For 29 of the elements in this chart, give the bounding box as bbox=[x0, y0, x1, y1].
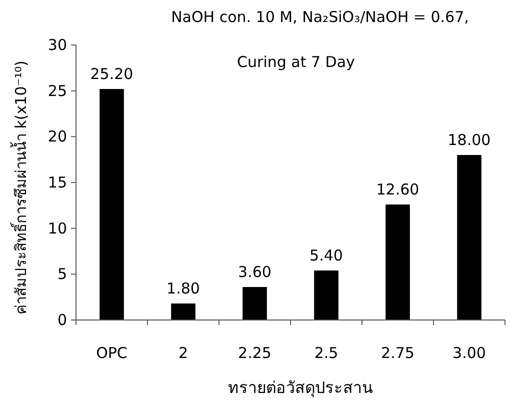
x-tick-label: 3.00 bbox=[452, 344, 486, 362]
bar bbox=[242, 287, 267, 320]
x-tick-label: 2.75 bbox=[381, 344, 414, 362]
data-label: 25.20 bbox=[90, 65, 134, 83]
y-tick-label: 5 bbox=[57, 265, 67, 284]
y-tick-label: 15 bbox=[48, 174, 67, 192]
x-tick-label: OPC bbox=[96, 344, 128, 362]
data-label: 18.00 bbox=[448, 131, 491, 149]
y-tick-label: 20 bbox=[48, 128, 67, 146]
data-label: 12.60 bbox=[376, 180, 420, 198]
x-axis-title: ทรายต่อวัสดุประสาน bbox=[228, 378, 373, 398]
y-tick-label: 10 bbox=[48, 219, 67, 238]
bar bbox=[457, 155, 482, 320]
x-tick-label: 2.25 bbox=[238, 344, 272, 362]
text: Curing at 7 Day bbox=[237, 53, 356, 71]
x-tick-label: 2 bbox=[178, 344, 188, 362]
x-tick-label: 2.5 bbox=[314, 344, 338, 362]
bar bbox=[100, 89, 124, 320]
y-tick-label: 25 bbox=[48, 82, 67, 100]
y-tick-label: 30 bbox=[48, 36, 67, 54]
bar bbox=[171, 304, 196, 320]
data-label: 3.60 bbox=[238, 263, 272, 281]
data-label: 5.40 bbox=[310, 246, 343, 264]
y-axis-title: ค่าสัมประสิทธิ์การซึมผ่านน้ำ k(x10⁻¹⁰) bbox=[10, 60, 30, 315]
chart-title: NaOH con. 10 M, Na₂SiO₃/NaOH = 0.67, bbox=[171, 8, 469, 26]
bar bbox=[314, 270, 338, 320]
y-tick-label: 0 bbox=[57, 311, 67, 329]
data-label: 1.80 bbox=[166, 280, 200, 298]
bar bbox=[386, 204, 410, 320]
